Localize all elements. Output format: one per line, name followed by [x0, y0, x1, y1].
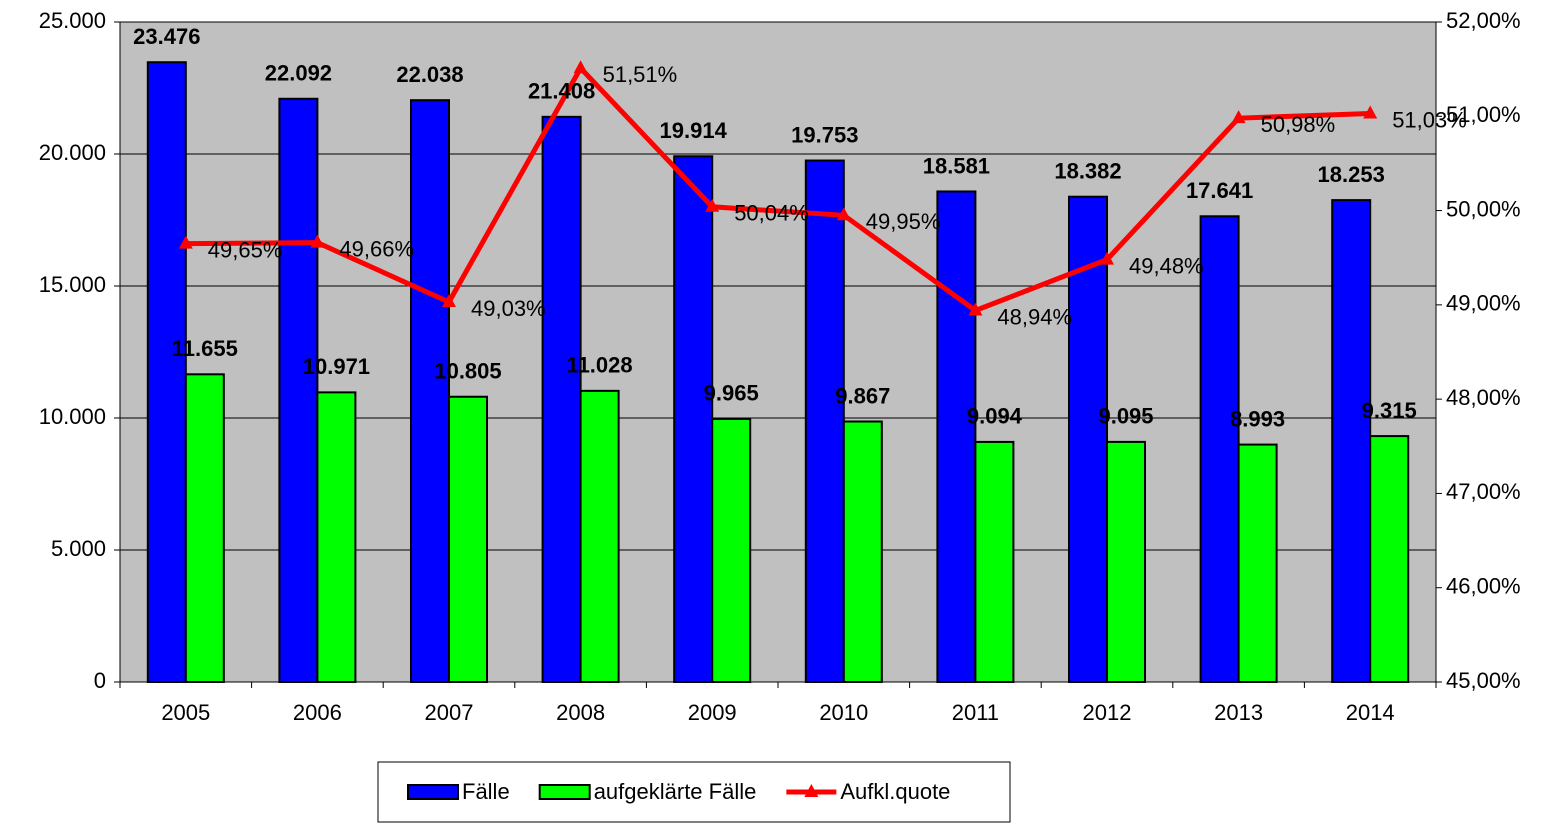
x-tick-label: 2007	[425, 700, 474, 725]
bar	[1237, 443, 1278, 684]
y2-tick-label: 49,00%	[1446, 291, 1521, 316]
bar-value-label: 11.028	[567, 353, 633, 378]
y-tick-label: 0	[94, 668, 106, 693]
line-value-label: 49,95%	[866, 209, 941, 234]
line-value-label: 49,48%	[1129, 253, 1204, 278]
x-tick-label: 2009	[688, 700, 737, 725]
bar	[146, 61, 187, 684]
line-value-label: 51,03%	[1392, 107, 1467, 132]
line-marker	[1231, 110, 1246, 124]
line-marker	[968, 302, 983, 316]
legend-swatch	[407, 784, 459, 800]
bar	[316, 391, 357, 683]
line-value-label: 49,03%	[471, 296, 546, 321]
line-value-label: 49,66%	[339, 236, 414, 261]
x-tick-label: 2012	[1083, 700, 1132, 725]
bar-value-label: 22.092	[265, 61, 332, 86]
line-value-label: 51,51%	[603, 62, 678, 87]
bar-value-label: 18.253	[1318, 162, 1385, 187]
bar-value-label: 17.641	[1186, 178, 1253, 203]
y2-tick-label: 45,00%	[1446, 668, 1521, 693]
line-marker	[836, 207, 851, 221]
legend: Fälle aufgeklärte Fälle Aufkl.quote	[377, 761, 1011, 823]
y-tick-label: 15.000	[39, 272, 106, 297]
legend-box	[377, 761, 1011, 823]
y2-tick-label: 50,00%	[1446, 196, 1521, 221]
bar-value-label: 9.867	[835, 383, 890, 408]
bar	[184, 373, 225, 683]
legend-label: Aufkl.quote	[840, 779, 950, 804]
x-tick-label: 2011	[952, 700, 999, 725]
line-marker	[310, 234, 325, 248]
y-tick-label: 10.000	[39, 404, 106, 429]
bar	[1199, 215, 1240, 684]
bar-value-label: 11.655	[172, 336, 238, 361]
y2-tick-label: 48,00%	[1446, 385, 1521, 410]
line-marker	[1363, 105, 1378, 119]
bar	[1369, 435, 1410, 684]
bar	[541, 115, 582, 683]
bar-value-label: 18.581	[923, 153, 990, 178]
bar-value-label: 9.094	[967, 404, 1023, 429]
y2-tick-label: 51,00%	[1446, 102, 1521, 127]
line-marker	[178, 235, 193, 249]
y2-tick-label: 52,00%	[1446, 8, 1521, 33]
legend-marker	[804, 784, 819, 797]
x-tick-label: 2006	[293, 700, 342, 725]
line-marker	[705, 198, 720, 212]
x-tick-label: 2014	[1346, 700, 1395, 725]
bar	[448, 395, 488, 683]
bar	[278, 97, 319, 684]
bar	[1331, 199, 1372, 684]
y2-tick-label: 46,00%	[1446, 574, 1521, 599]
line-value-label: 48,94%	[997, 304, 1072, 329]
bar	[410, 99, 450, 684]
bar-value-label: 10.971	[303, 354, 370, 379]
line-marker	[442, 294, 456, 308]
bar	[579, 389, 620, 683]
bar-value-label: 19.753	[791, 122, 858, 147]
bar-value-label: 9.095	[1098, 404, 1153, 429]
x-tick-label: 2005	[161, 700, 210, 725]
y2-tick-label: 47,00%	[1446, 479, 1521, 504]
legend-label: Fälle	[462, 779, 510, 804]
bar-value-label: 10.805	[434, 359, 501, 384]
line	[185, 64, 1371, 314]
line-value-label: 49,65%	[208, 237, 283, 262]
bar-value-label: 22.038	[396, 62, 463, 87]
line-marker	[573, 60, 588, 74]
bar	[1106, 440, 1146, 683]
bar	[1068, 195, 1108, 683]
bar	[804, 159, 845, 683]
legend-swatch	[538, 784, 591, 800]
bar-value-label: 18.382	[1054, 159, 1121, 184]
y-tick-label: 20.000	[39, 140, 106, 165]
y-tick-label: 5.000	[51, 536, 106, 561]
line-marker	[1100, 251, 1114, 265]
bar	[974, 440, 1015, 683]
x-tick-label: 2013	[1214, 700, 1263, 725]
x-tick-label: 2010	[819, 700, 868, 725]
bar-value-label: 9.965	[704, 381, 759, 406]
bar	[842, 420, 883, 683]
bar-value-label: 23.476	[133, 24, 200, 49]
y-tick-label: 25.000	[39, 8, 106, 33]
line-value-label: 50,98%	[1261, 112, 1336, 137]
bar	[711, 417, 752, 683]
legend-label: aufgeklärte Fälle	[594, 779, 757, 804]
bar	[936, 190, 977, 683]
x-tick-label: 2008	[556, 700, 605, 725]
bar-value-label: 8.993	[1230, 406, 1285, 431]
bar-value-label: 19.914	[660, 118, 728, 143]
line-value-label: 50,04%	[734, 201, 809, 226]
bar-value-label: 9.315	[1362, 398, 1417, 423]
bar-value-label: 21.408	[528, 79, 595, 104]
bar	[673, 155, 714, 684]
